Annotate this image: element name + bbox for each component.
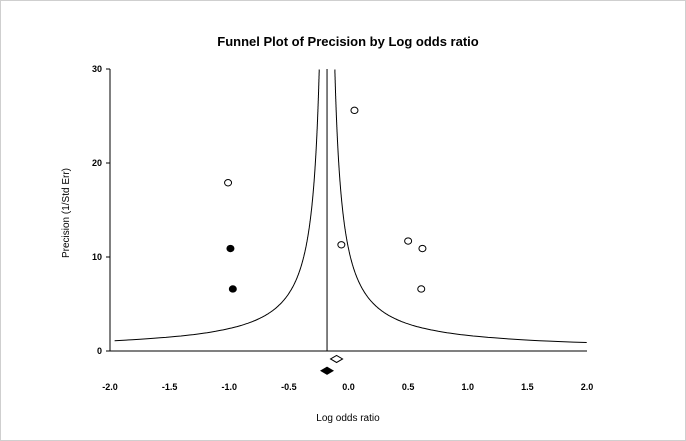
imputed-study-point (226, 244, 235, 253)
imputed-study-point (228, 285, 237, 293)
x-tick-label: 2.0 (581, 382, 594, 392)
x-tick-label: 1.0 (461, 382, 474, 392)
x-axis-label: Log odds ratio (316, 413, 380, 424)
y-tick-label: 0 (97, 346, 102, 356)
study-point (337, 241, 346, 249)
x-tick-label: -1.0 (221, 382, 237, 392)
chart-title: Funnel Plot of Precision by Log odds rat… (217, 34, 479, 49)
study-point (404, 237, 413, 245)
study-point (417, 285, 426, 293)
study-point (224, 179, 233, 187)
x-tick-label: -2.0 (102, 382, 118, 392)
y-tick-label: 20 (92, 158, 102, 168)
x-tick-label: 0.0 (342, 382, 355, 392)
funnel-right-boundary (334, 69, 587, 343)
y-axis-label: Precision (1/Std Err) (61, 168, 72, 258)
study-point (350, 106, 359, 115)
study-point (418, 244, 427, 253)
observed-summary-diamond (329, 354, 344, 364)
y-tick-label: 30 (92, 64, 102, 74)
funnel-left-boundary (114, 69, 320, 342)
x-tick-label: -0.5 (281, 382, 297, 392)
x-tick-label: -1.5 (162, 382, 178, 392)
x-tick-label: 1.5 (521, 382, 534, 392)
x-tick-label: 0.5 (402, 382, 415, 392)
adjusted-summary-diamond (320, 366, 335, 375)
y-tick-label: 10 (92, 252, 102, 262)
